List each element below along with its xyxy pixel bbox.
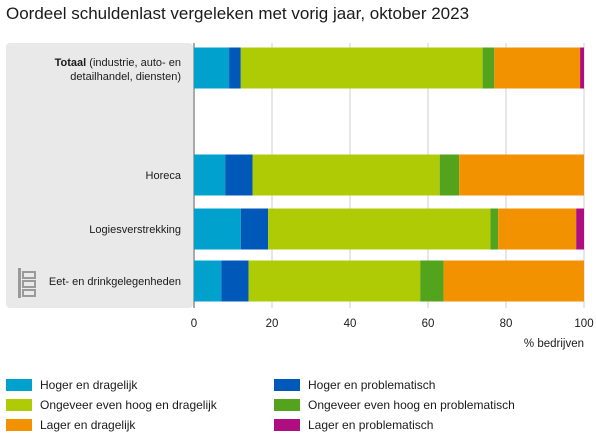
legend-item: Hoger en problematisch (274, 378, 435, 392)
bar-segment (580, 47, 584, 89)
bar-segment (490, 208, 499, 250)
bar-segment (248, 260, 421, 302)
bar-segment (459, 154, 584, 196)
legend-item: Hoger en dragelijk (6, 378, 137, 392)
x-axis-label: % bedrijven (524, 338, 584, 350)
x-tick-label: 0 (191, 318, 197, 330)
bar-segment (420, 260, 444, 302)
category-label: Totaal (industrie, auto- en (55, 57, 181, 69)
category-label: Logiesverstrekking (89, 224, 181, 236)
legend-label: Hoger en dragelijk (40, 378, 138, 392)
legend-label: Ongeveer even hoog en problematisch (308, 398, 515, 412)
stacked-bar-chart: Totaal (industrie, auto- en detailhandel,… (6, 43, 594, 350)
bars (194, 47, 584, 302)
bar-segment (268, 208, 491, 250)
legend-swatch (6, 399, 32, 411)
bar-segment (225, 154, 253, 196)
category-panel (6, 43, 193, 308)
bar-segment (576, 208, 584, 250)
legend-label: Lager en dragelijk (40, 418, 136, 432)
legend-item: Lager en problematisch (274, 418, 433, 432)
legend-label: Hoger en problematisch (308, 378, 436, 392)
bar-segment (194, 47, 230, 89)
cbs-logo-icon (18, 268, 36, 298)
bar-segment (482, 47, 495, 89)
x-tick-label: 20 (266, 318, 279, 330)
category-label: Horeca (146, 170, 182, 182)
legend-item: Lager en dragelijk (6, 418, 135, 432)
x-tick-label: 40 (344, 318, 357, 330)
category-labels: Totaal (industrie, auto- en detailhandel,… (49, 57, 182, 288)
bar-segment (439, 154, 460, 196)
x-tick-labels: 0 20 40 60 80 100 (191, 318, 594, 330)
bar-segment (498, 208, 577, 250)
x-tick-label: 60 (422, 318, 435, 330)
category-label: Eet- en drinkgelegenheden (49, 276, 181, 288)
bar-segment (240, 47, 483, 89)
bar-segment (240, 208, 269, 250)
legend-item: Ongeveer even hoog en problematisch (274, 398, 515, 412)
bar-segment (494, 47, 581, 89)
legend-label: Ongeveer even hoog en dragelijk (40, 398, 217, 412)
bar-segment (221, 260, 249, 302)
x-tick-label: 100 (574, 318, 593, 330)
legend-item: Ongeveer even hoog en dragelijk (6, 398, 217, 412)
bar-segment (194, 208, 241, 250)
legend-swatch (274, 419, 300, 431)
bar-segment (252, 154, 440, 196)
legend-swatch (6, 379, 32, 391)
legend-swatch (274, 399, 300, 411)
legend-swatch (6, 419, 32, 431)
bar-segment (443, 260, 584, 302)
legend-swatch (274, 379, 300, 391)
bar-segment (194, 260, 222, 302)
legend-label: Lager en problematisch (308, 418, 434, 432)
category-label-line2: detailhandel, diensten) (70, 71, 181, 83)
bar-segment (194, 154, 226, 196)
chart-title: Oordeel schuldenlast vergeleken met vori… (6, 4, 470, 23)
x-tick-label: 80 (500, 318, 513, 330)
bar-segment (229, 47, 241, 89)
